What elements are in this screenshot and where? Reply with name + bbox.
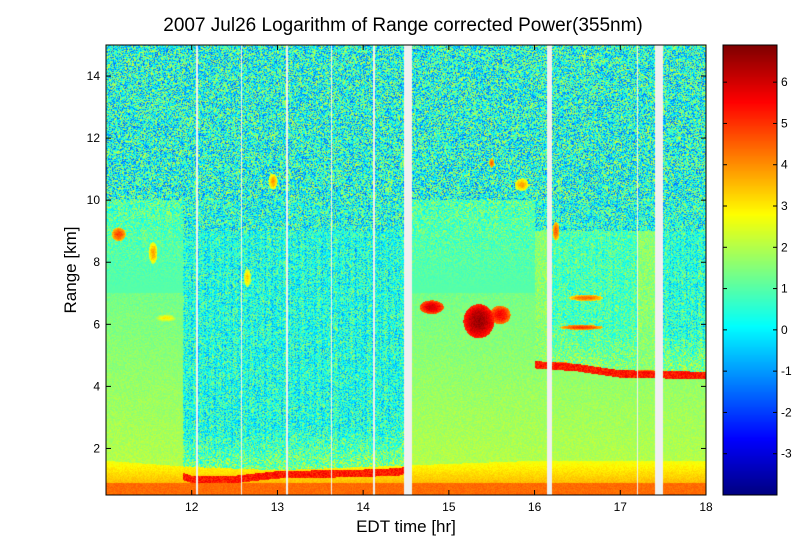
x-tick-label: 12 xyxy=(185,500,199,514)
y-tick-label: 8 xyxy=(93,255,100,269)
x-axis-ticks: 12 13 14 15 16 17 18 xyxy=(185,45,713,514)
y-tick-label: 10 xyxy=(87,193,101,207)
chart-title: 2007 Jul26 Logarithm of Range corrected … xyxy=(163,15,643,36)
x-tick-label: 17 xyxy=(614,500,628,514)
x-tick-label: 15 xyxy=(442,500,456,514)
y-tick-label: 6 xyxy=(93,317,100,331)
y-axis-ticks: 2 4 6 8 10 12 14 xyxy=(87,69,706,455)
colorbar-tick-label: 2 xyxy=(781,240,788,254)
x-tick-label: 14 xyxy=(356,500,370,514)
x-tick-label: 13 xyxy=(271,500,285,514)
y-axis-label: Range [km] xyxy=(61,227,80,314)
heatmap-image xyxy=(106,45,706,495)
x-tick-label: 16 xyxy=(528,500,542,514)
y-tick-label: 12 xyxy=(87,131,101,145)
colorbar-tick-label: -3 xyxy=(781,447,792,461)
colorbar-tick-label: 3 xyxy=(781,199,788,213)
plot-frame xyxy=(105,44,707,496)
colorbar-tick-label: 0 xyxy=(781,323,788,337)
colorbar-tick-label: -2 xyxy=(781,405,792,419)
colorbar-image xyxy=(723,45,777,495)
y-tick-label: 4 xyxy=(93,379,100,393)
colorbar-frame xyxy=(722,44,778,496)
y-tick-label: 2 xyxy=(93,441,100,455)
plot-area xyxy=(106,45,706,495)
colorbar-tick-label: -1 xyxy=(781,364,792,378)
x-axis-label: EDT time [hr] xyxy=(356,517,456,536)
colorbar-area xyxy=(723,45,777,495)
colorbar-tick-label: 5 xyxy=(781,116,788,130)
colorbar-ticks: -3 -2 -1 0 1 2 3 4 5 6 xyxy=(723,75,792,461)
colorbar-tick-label: 4 xyxy=(781,158,788,172)
x-tick-label: 18 xyxy=(699,500,713,514)
y-tick-label: 14 xyxy=(87,69,101,83)
colorbar-tick-label: 6 xyxy=(781,75,788,89)
colorbar-tick-label: 1 xyxy=(781,282,788,296)
